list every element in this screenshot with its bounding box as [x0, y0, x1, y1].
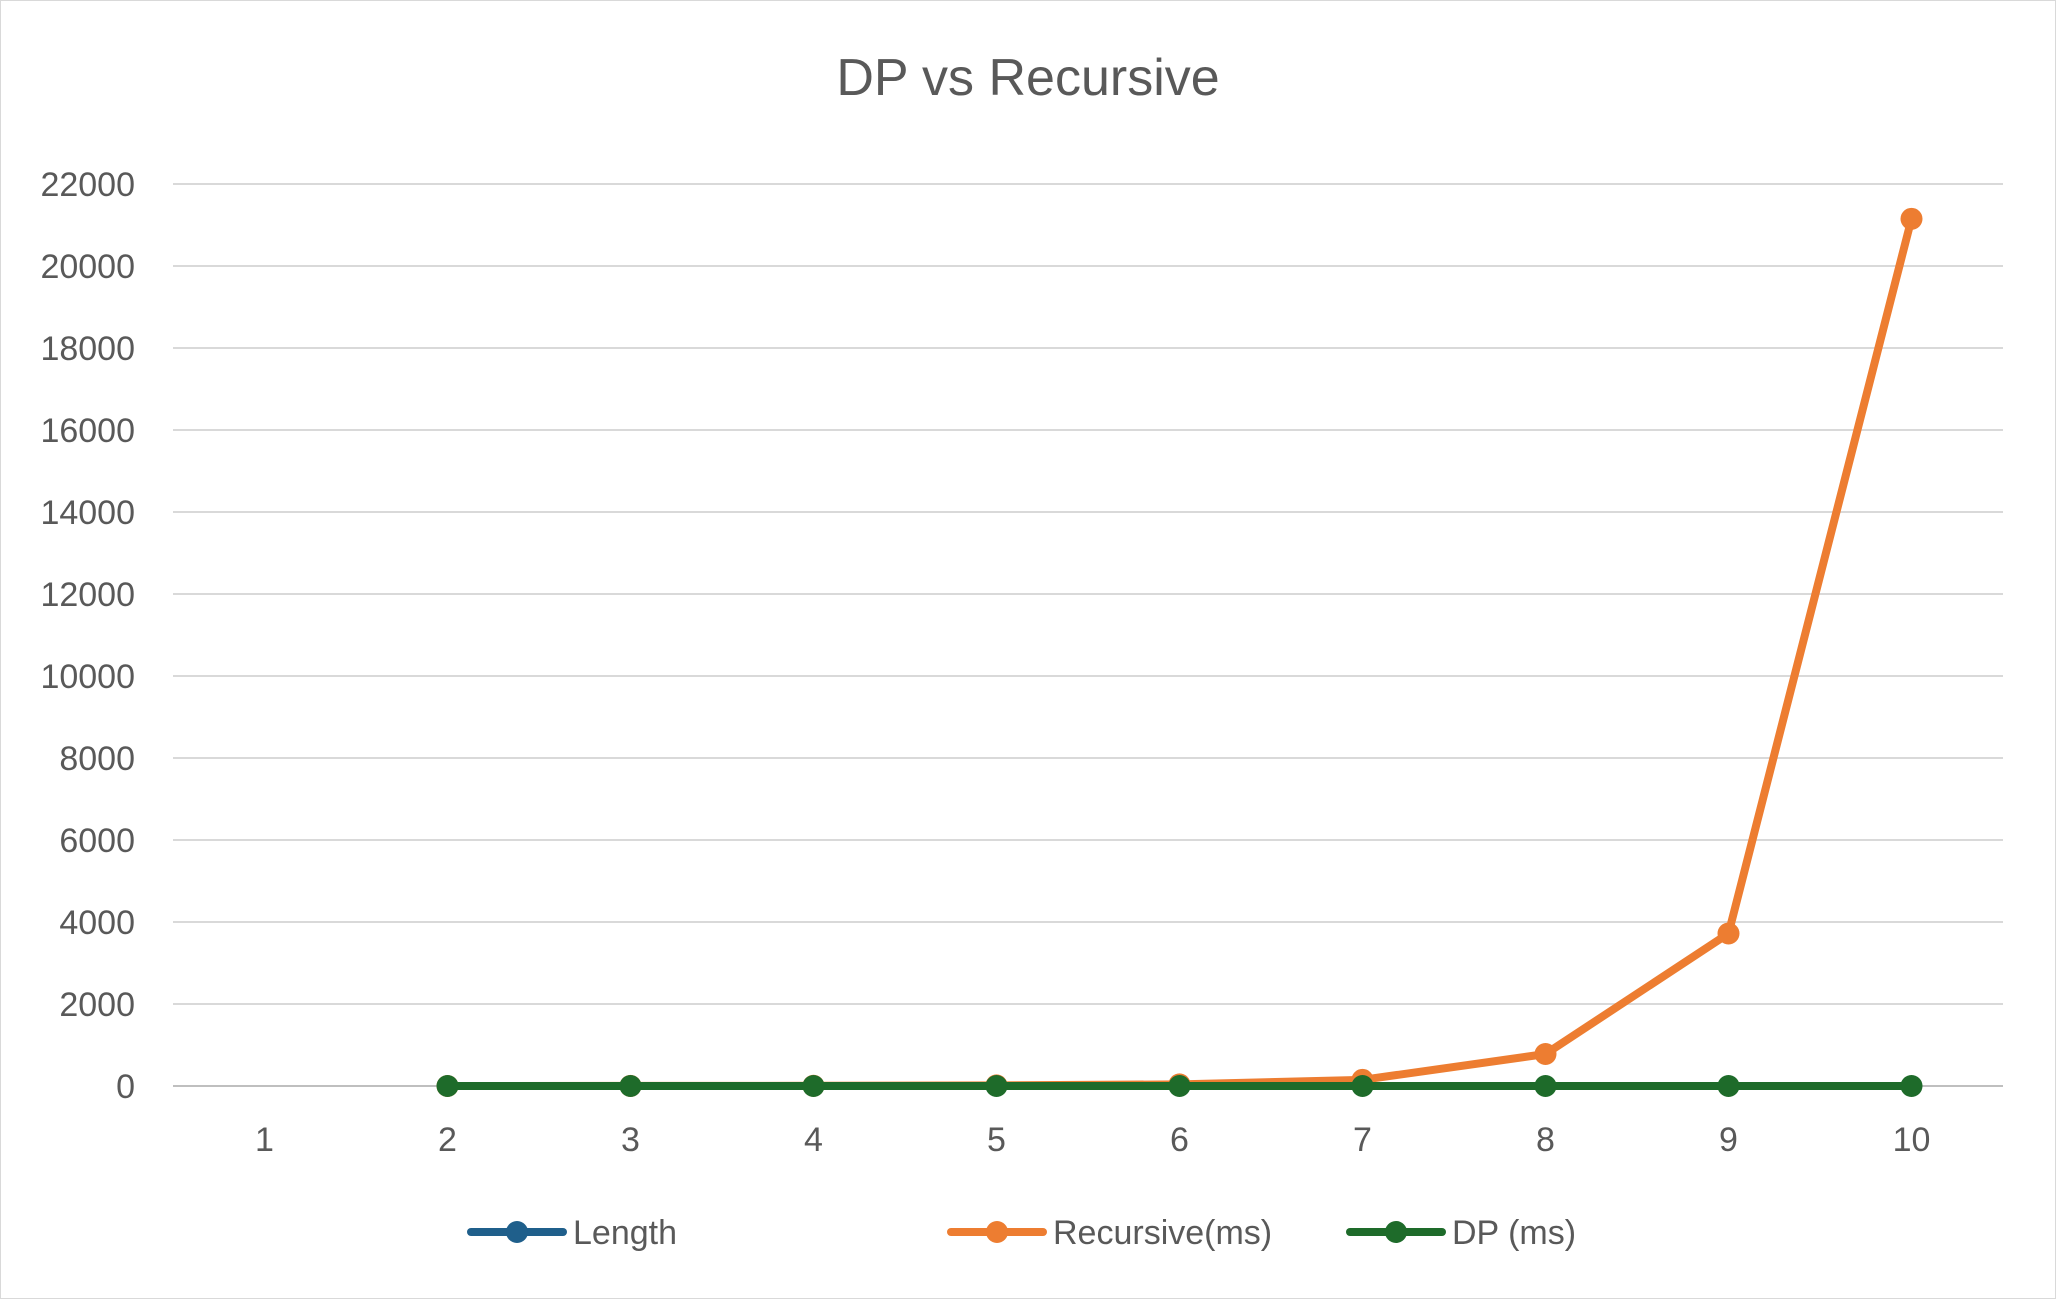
series-recursive-ms — [436, 207, 1923, 1097]
legend-marker — [1385, 1221, 1407, 1243]
y-tick-label: 0 — [116, 1068, 135, 1106]
y-tick-label: 12000 — [40, 576, 135, 614]
legend-item: Recursive(ms) — [947, 1214, 1272, 1252]
y-tick-label: 6000 — [59, 822, 135, 860]
data-point — [985, 1075, 1008, 1097]
chart-title: DP vs Recursive — [836, 49, 1219, 107]
x-tick-label: 9 — [1719, 1121, 1738, 1159]
y-tick-label: 2000 — [59, 986, 135, 1024]
legend-marker — [506, 1221, 528, 1243]
data-point — [802, 1075, 825, 1097]
grid-lines — [173, 183, 2003, 1087]
series-layer — [436, 207, 1923, 1097]
legend-item: DP (ms) — [1346, 1214, 1576, 1252]
y-tick-label: 18000 — [40, 330, 135, 368]
y-tick-label: 20000 — [40, 248, 135, 286]
x-tick-label: 8 — [1536, 1121, 1555, 1159]
data-point — [1168, 1075, 1191, 1097]
x-tick-label: 10 — [1893, 1121, 1931, 1159]
x-tick-label: 1 — [255, 1121, 274, 1159]
y-tick-label: 16000 — [40, 412, 135, 450]
legend: Length Recursive(ms) DP (ms) — [467, 1214, 1576, 1252]
data-point — [436, 1075, 459, 1097]
x-tick-label: 4 — [804, 1121, 823, 1159]
y-tick-label: 8000 — [59, 740, 135, 778]
data-point — [619, 1075, 642, 1097]
y-tick-label: 22000 — [40, 166, 135, 204]
legend-item: Length — [467, 1214, 677, 1252]
data-point — [1900, 207, 1923, 230]
legend-label: Recursive(ms) — [1053, 1214, 1272, 1252]
series-dp-ms — [436, 1075, 1923, 1097]
x-tick-label: 6 — [1170, 1121, 1189, 1159]
y-axis-tick-labels: 0 2000 4000 6000 8000 10000 12000 14000 16000 180… — [40, 166, 135, 1106]
legend-label: Length — [573, 1214, 677, 1252]
y-tick-label: 14000 — [40, 494, 135, 532]
y-tick-label: 10000 — [40, 658, 135, 696]
data-point — [1534, 1043, 1557, 1066]
data-point — [1351, 1075, 1374, 1097]
data-point — [1717, 1075, 1740, 1097]
data-point — [1900, 1075, 1923, 1097]
x-tick-label: 2 — [438, 1121, 457, 1159]
data-point — [1534, 1075, 1557, 1097]
legend-label: DP (ms) — [1452, 1214, 1576, 1252]
y-tick-label: 4000 — [59, 904, 135, 942]
legend-marker — [986, 1221, 1008, 1243]
x-tick-label: 5 — [987, 1121, 1006, 1159]
x-tick-label: 7 — [1353, 1121, 1372, 1159]
data-point — [1717, 922, 1740, 945]
x-tick-label: 3 — [621, 1121, 640, 1159]
x-axis-tick-labels: 1 2 3 4 5 6 7 8 9 10 — [255, 1121, 1930, 1159]
